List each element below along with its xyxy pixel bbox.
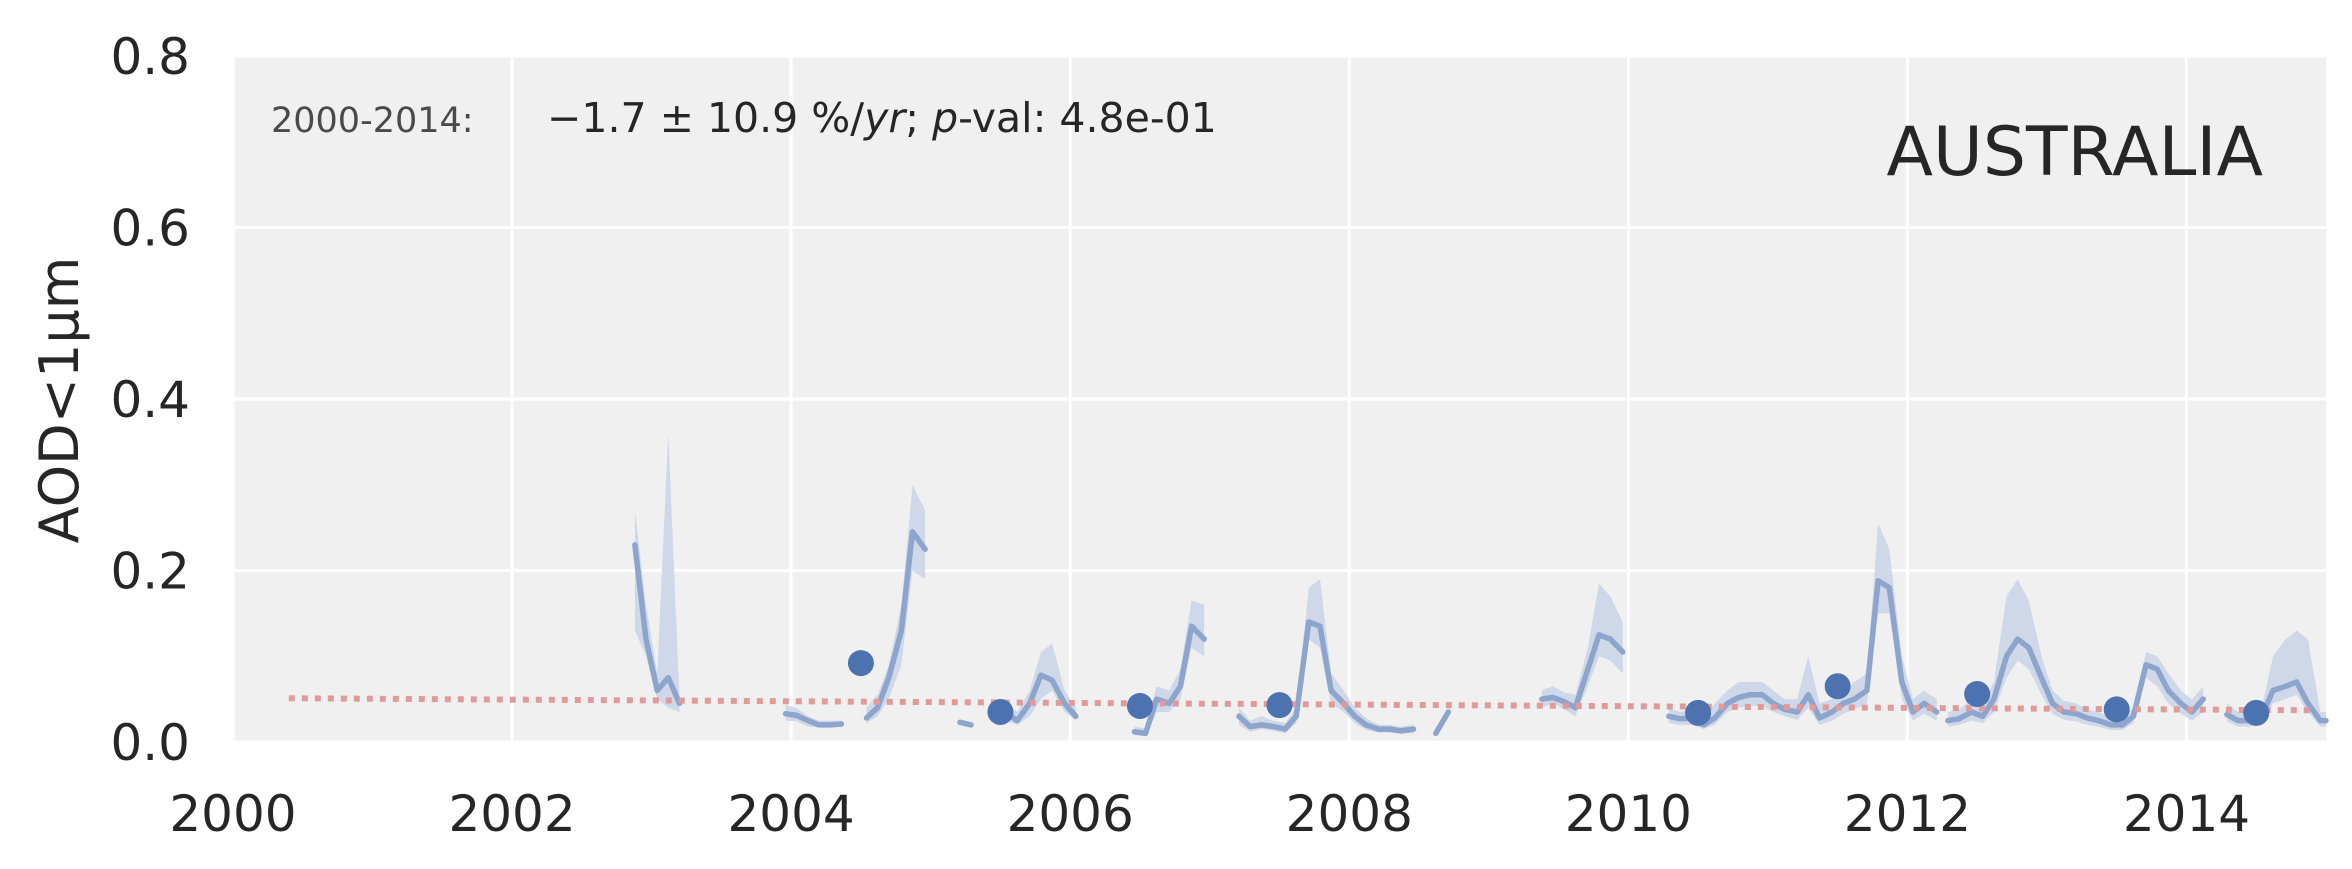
y-tick-label: 0.8 [110, 28, 190, 86]
trend-separator: ; [905, 94, 932, 142]
monthly-line [957, 719, 974, 728]
annual-means [847, 650, 2270, 726]
trend-annotation: −1.7 ± 10.9 %/yr; p-val: 4.8e-01 [547, 94, 1217, 142]
x-tick-label: 2012 [1844, 785, 1971, 843]
monthly-line [1666, 578, 1940, 728]
gridlines [231, 54, 2326, 744]
monthly-line [1945, 636, 2206, 728]
annual-mean-point [1964, 680, 1991, 707]
p-letter: p [931, 94, 958, 142]
annual-mean-point [2243, 699, 2270, 726]
y-axis-ticks: 0.0 0.2 0.4 0.6 0.8 [110, 28, 190, 772]
x-tick-label: 2000 [169, 785, 296, 843]
annual-mean-point [1266, 692, 1293, 719]
x-tick-label: 2010 [1565, 785, 1692, 843]
y-axis-label: AOD<1μm [28, 257, 91, 544]
uncertainty-band [785, 705, 842, 728]
y-tick-label: 0.6 [110, 200, 190, 258]
monthly-line [863, 529, 928, 721]
monthly-series [632, 529, 2329, 737]
uncertainty-band [2226, 630, 2326, 727]
monthly-line [782, 710, 845, 728]
x-tick-label: 2004 [728, 785, 855, 843]
x-tick-label: 2014 [2123, 785, 2250, 843]
annual-mean-point [847, 650, 874, 677]
monthly-line [1539, 632, 1626, 711]
x-tick-label: 2002 [448, 785, 575, 843]
monthly-line [1433, 709, 1452, 737]
x-tick-label: 2008 [1286, 785, 1413, 843]
annual-mean-point [1126, 692, 1153, 719]
annual-mean-point [987, 698, 1014, 725]
p-value: -val: 4.8e-01 [958, 94, 1217, 142]
monthly-line [2224, 679, 2329, 724]
y-tick-label: 0.0 [110, 714, 190, 772]
monthly-line [1131, 623, 1207, 737]
uncertainty-band [1541, 583, 1623, 717]
trend-period-label: 2000-2014: [271, 101, 474, 141]
annual-mean-point [2103, 696, 2130, 723]
monthly-line [1236, 619, 1417, 734]
uncertainty-band [1134, 600, 1205, 736]
trend-value: −1.7 ± 10.9 %/ [547, 94, 864, 142]
x-axis-ticks: 2000 2002 2004 2006 2008 2010 2012 2014 [169, 785, 2250, 843]
x-tick-label: 2006 [1007, 785, 1134, 843]
trend-unit: yr [862, 94, 907, 142]
y-tick-label: 0.2 [110, 543, 190, 601]
monthly-line [632, 542, 683, 707]
y-tick-label: 0.4 [110, 371, 190, 429]
region-label: AUSTRALIA [1887, 113, 2263, 192]
annual-mean-point [1824, 673, 1851, 700]
annual-mean-point [1685, 699, 1712, 726]
